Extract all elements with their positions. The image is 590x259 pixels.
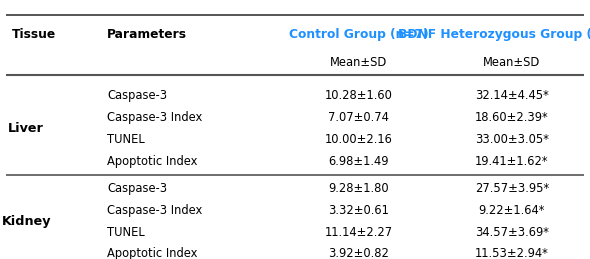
Text: Parameters: Parameters — [107, 28, 187, 41]
Text: 32.14±4.45*: 32.14±4.45* — [475, 89, 549, 102]
Text: 19.41±1.62*: 19.41±1.62* — [475, 155, 549, 169]
Text: Caspase-3: Caspase-3 — [107, 182, 167, 195]
Text: Kidney: Kidney — [1, 215, 51, 228]
Text: 11.53±2.94*: 11.53±2.94* — [475, 247, 549, 259]
Text: Caspase-3 Index: Caspase-3 Index — [107, 204, 202, 217]
Text: Mean±SD: Mean±SD — [483, 56, 540, 69]
Text: Mean±SD: Mean±SD — [330, 56, 387, 69]
Text: Caspase-3: Caspase-3 — [107, 89, 167, 102]
Text: TUNEL: TUNEL — [107, 226, 145, 239]
Text: Tissue: Tissue — [12, 28, 56, 41]
Text: TUNEL: TUNEL — [107, 133, 145, 146]
Text: 3.92±0.82: 3.92±0.82 — [328, 247, 389, 259]
Text: 18.60±2.39*: 18.60±2.39* — [475, 111, 549, 124]
Text: 7.07±0.74: 7.07±0.74 — [328, 111, 389, 124]
Text: 6.98±1.49: 6.98±1.49 — [329, 155, 389, 169]
Text: Caspase-3 Index: Caspase-3 Index — [107, 111, 202, 124]
Text: 11.14±2.27: 11.14±2.27 — [324, 226, 393, 239]
Text: 3.32±0.61: 3.32±0.61 — [328, 204, 389, 217]
Text: Liver: Liver — [8, 122, 44, 135]
Text: 34.57±3.69*: 34.57±3.69* — [475, 226, 549, 239]
Text: 9.22±1.64*: 9.22±1.64* — [478, 204, 545, 217]
Text: BDNF Heterozygous Group (n=7): BDNF Heterozygous Group (n=7) — [398, 28, 590, 41]
Text: Control Group (n=7): Control Group (n=7) — [289, 28, 428, 41]
Text: 10.00±2.16: 10.00±2.16 — [324, 133, 392, 146]
Text: Apoptotic Index: Apoptotic Index — [107, 155, 198, 169]
Text: 27.57±3.95*: 27.57±3.95* — [475, 182, 549, 195]
Text: 33.00±3.05*: 33.00±3.05* — [475, 133, 549, 146]
Text: Apoptotic Index: Apoptotic Index — [107, 247, 198, 259]
Text: 9.28±1.80: 9.28±1.80 — [328, 182, 389, 195]
Text: 10.28±1.60: 10.28±1.60 — [324, 89, 392, 102]
